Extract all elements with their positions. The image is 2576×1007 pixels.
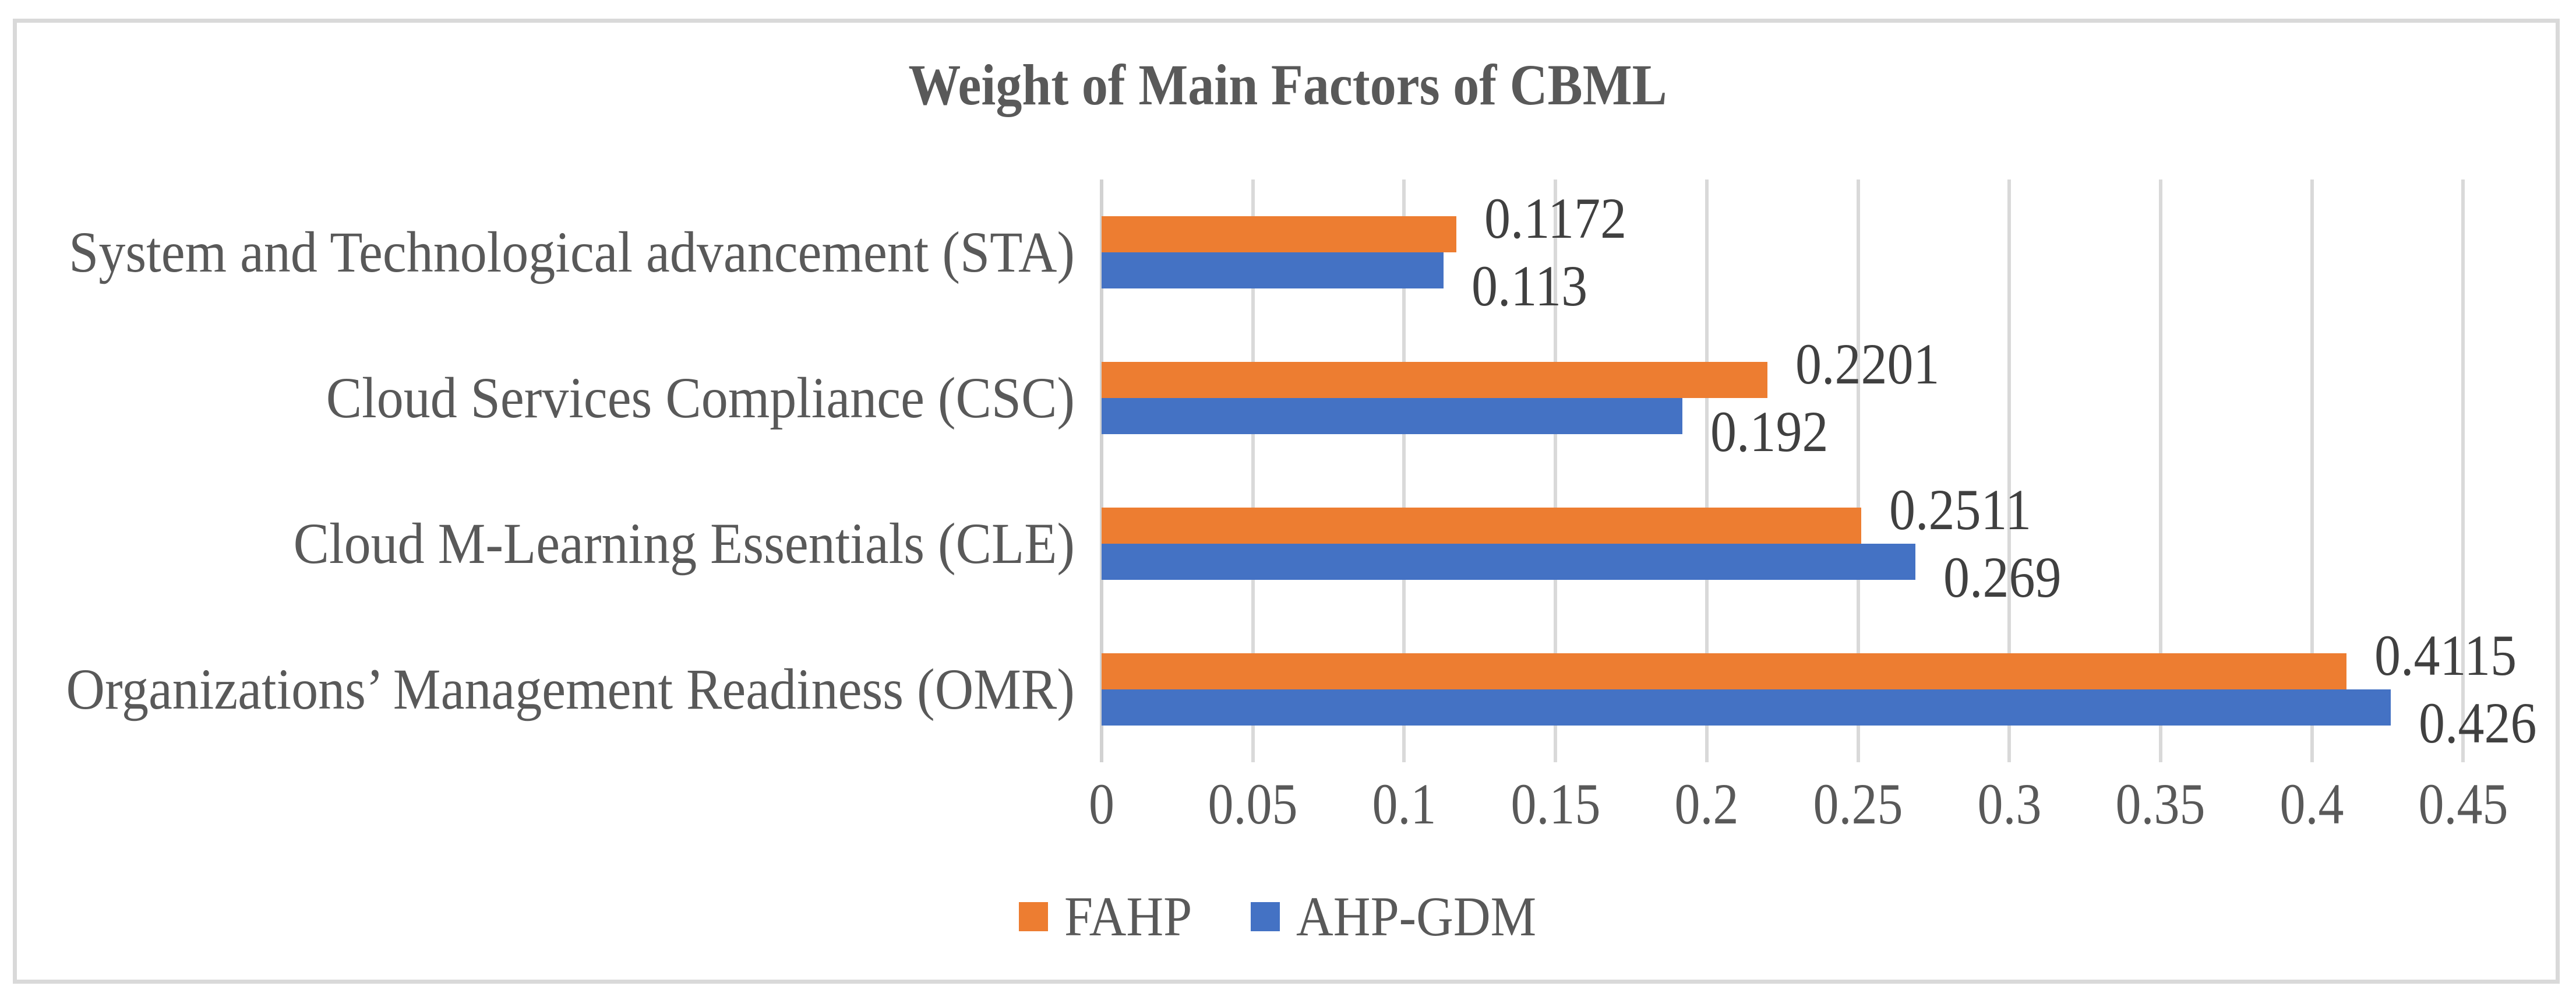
bar-ahp-gdm <box>1102 689 2391 726</box>
gridline <box>1402 179 1406 762</box>
x-tick-text: 0.15 <box>1511 772 1601 836</box>
category-label-text: Organizations’ Management Readiness (OMR… <box>66 657 1075 721</box>
value-label-text: 0.2201 <box>1795 332 1940 396</box>
value-label-text: 0.192 <box>1710 399 1829 464</box>
chart-title-text: Weight of Main Factors of CBML <box>908 52 1668 117</box>
value-label-text: 0.113 <box>1471 253 1588 318</box>
gridline <box>1705 179 1709 762</box>
x-tick-text: 0.4 <box>2279 772 2344 836</box>
chart-title: Weight of Main Factors of CBML <box>0 56 2576 114</box>
value-label: 0.1172 <box>1484 189 1642 248</box>
value-label-text: 0.426 <box>2418 691 2537 755</box>
category-label: System and Technological advancement (ST… <box>29 179 1075 325</box>
value-label: 0.426 <box>2419 694 2550 752</box>
bar-fahp <box>1102 508 1862 544</box>
value-label: 0.2511 <box>1889 481 2047 539</box>
value-label: 0.113 <box>1472 257 1600 315</box>
x-tick-text: 0.35 <box>2115 772 2206 836</box>
x-tick-label: 0.15 <box>1462 775 1649 833</box>
value-label-text: 0.4115 <box>2374 623 2517 688</box>
bar-fahp <box>1102 216 1456 252</box>
x-tick-label: 0.45 <box>2370 775 2556 833</box>
value-label-text: 0.1172 <box>1484 186 1626 251</box>
bar-ahp-gdm <box>1102 398 1683 434</box>
value-label: 0.192 <box>1710 403 1841 461</box>
legend-item-fahp: FAHP <box>1018 885 1203 948</box>
x-tick-label: 0.1 <box>1311 775 1497 833</box>
value-label: 0.269 <box>1943 548 2074 607</box>
category-label-text: Cloud M-Learning Essentials (CLE) <box>293 511 1075 576</box>
category-label: Cloud M-Learning Essentials (CLE) <box>29 471 1075 617</box>
bar-ahp-gdm <box>1102 544 1916 580</box>
gridline <box>1856 179 1860 762</box>
category-label-text: System and Technological advancement (ST… <box>69 220 1075 284</box>
x-tick-label: 0.35 <box>2067 775 2254 833</box>
value-label: 0.2201 <box>1795 335 1956 393</box>
x-tick-text: 0.1 <box>1372 772 1437 836</box>
value-label-text: 0.2511 <box>1889 477 2032 542</box>
legend: FAHP AHP-GDM <box>0 885 2576 949</box>
gridline <box>2461 179 2465 762</box>
legend-label-fahp: FAHP <box>1064 885 1192 948</box>
gridline <box>1554 179 1558 762</box>
value-label-text: 0.269 <box>1943 545 2062 610</box>
gridline <box>2310 179 2314 762</box>
bar-ahp-gdm <box>1102 252 1444 288</box>
x-tick-text: 0 <box>1089 772 1114 836</box>
x-tick-text: 0.25 <box>1813 772 1903 836</box>
gridline <box>1251 179 1255 762</box>
figure-border <box>13 19 2560 984</box>
x-tick-text: 0.3 <box>1977 772 2042 836</box>
x-tick-label: 0.4 <box>2219 775 2405 833</box>
gridline <box>2007 179 2012 762</box>
x-tick-label: 0.2 <box>1614 775 1800 833</box>
x-tick-label: 0 <box>1008 775 1195 833</box>
x-tick-text: 0.2 <box>1674 772 1739 836</box>
x-tick-text: 0.45 <box>2418 772 2508 836</box>
gridline <box>1100 179 1103 762</box>
x-tick-label: 0.3 <box>1916 775 2102 833</box>
x-tick-text: 0.05 <box>1208 772 1298 836</box>
legend-label-ahp-gdm: AHP-GDM <box>1296 885 1537 948</box>
bar-fahp <box>1102 653 2347 689</box>
legend-swatch-ahp-gdm-icon <box>1251 902 1280 931</box>
category-label: Organizations’ Management Readiness (OMR… <box>29 617 1075 762</box>
gridline <box>2158 179 2162 762</box>
category-label-text: Cloud Services Compliance (CSC) <box>326 365 1075 430</box>
value-label: 0.4115 <box>2374 626 2532 685</box>
x-tick-label: 0.05 <box>1160 775 1346 833</box>
bar-fahp <box>1102 362 1768 398</box>
legend-swatch-fahp-icon <box>1018 902 1048 931</box>
category-label: Cloud Services Compliance (CSC) <box>29 325 1075 471</box>
x-tick-label: 0.25 <box>1765 775 1952 833</box>
legend-item-ahp-gdm: AHP-GDM <box>1251 889 1557 945</box>
